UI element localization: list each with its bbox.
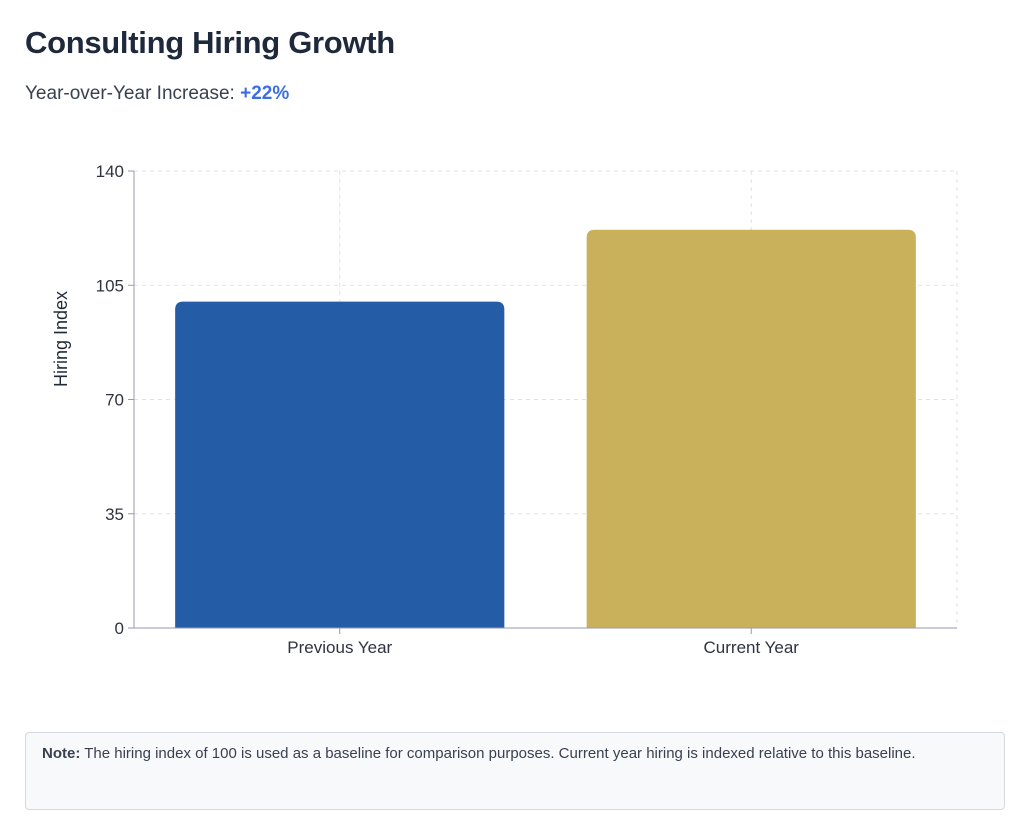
y-tick-label: 70 (105, 391, 124, 410)
y-axis-label: Hiring Index (51, 291, 71, 387)
bar-previous-year (175, 301, 505, 628)
note-box: Note: The hiring index of 100 is used as… (25, 732, 1005, 810)
note-text: The hiring index of 100 is used as a bas… (84, 745, 916, 762)
axes: 0 35 70 105 140 Previous Year Current Year (96, 162, 957, 657)
y-tick-label: 140 (96, 162, 124, 181)
bar-current-year (586, 229, 916, 628)
subtitle: Year-over-Year Increase: +22% (25, 83, 289, 105)
x-tick-label: Current Year (704, 638, 800, 657)
page-title: Consulting Hiring Growth (25, 25, 395, 60)
x-tick-label: Previous Year (287, 638, 392, 657)
y-tick-label: 105 (96, 276, 124, 295)
note-label: Note: (42, 745, 81, 762)
subtitle-label: Year-over-Year Increase: (25, 83, 235, 104)
bars (175, 229, 916, 628)
y-tick-label: 0 (115, 619, 124, 638)
bar-chart: 0 35 70 105 140 Previous Year Current Year Hir… (51, 162, 958, 657)
y-tick-label: 35 (105, 505, 124, 524)
growth-percentage: +22% (240, 83, 290, 104)
